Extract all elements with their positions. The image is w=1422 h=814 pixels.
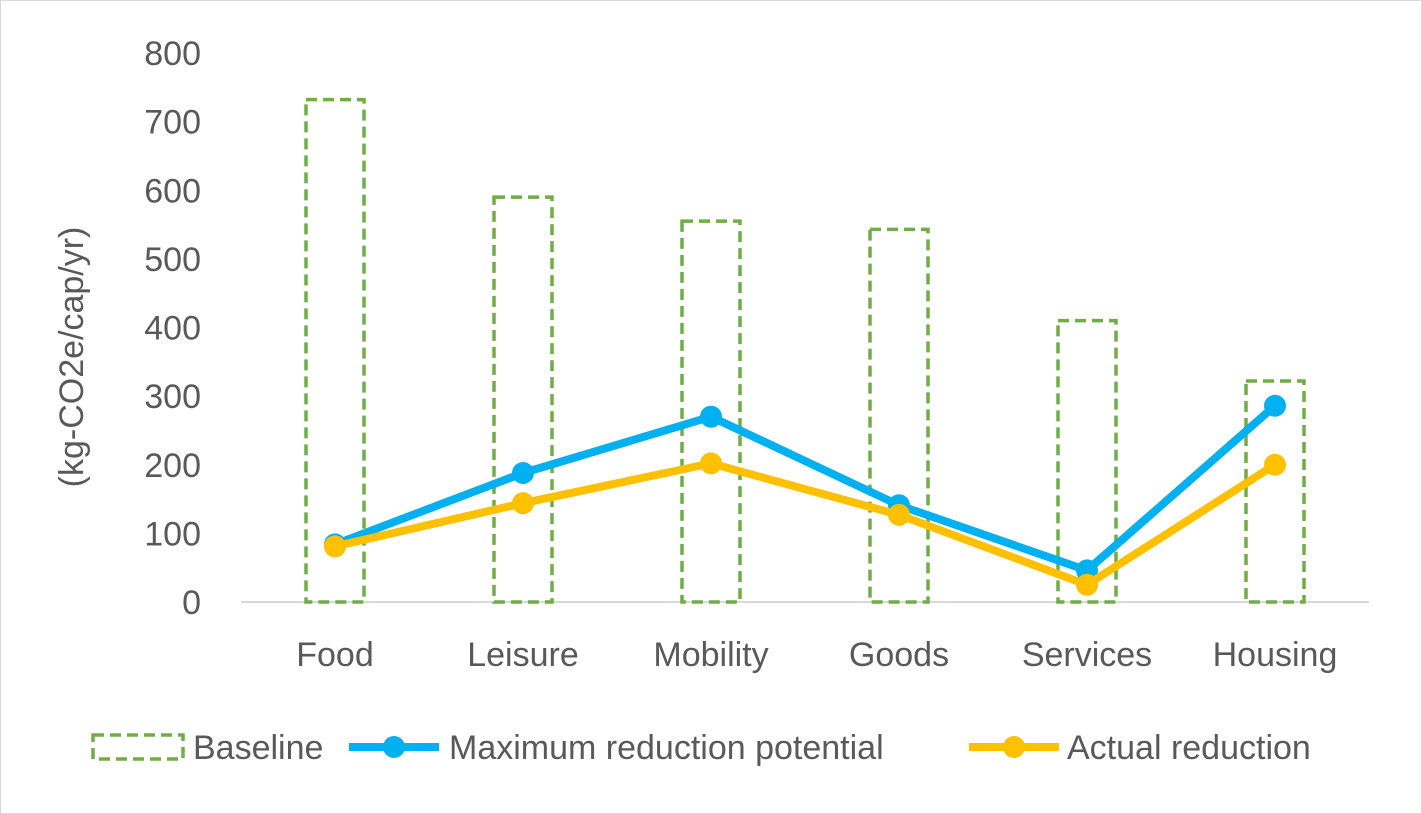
baseline-bar bbox=[680, 219, 742, 604]
series-line bbox=[331, 401, 1279, 575]
y-tick-label: 600 bbox=[144, 172, 201, 210]
legend: Baseline Maximum reduction potential Actua… bbox=[91, 729, 1311, 767]
series-point bbox=[1264, 394, 1286, 417]
series-point bbox=[700, 452, 722, 475]
x-tick-label: Leisure bbox=[467, 636, 579, 674]
legend-marker bbox=[383, 736, 405, 758]
legend-label: Maximum reduction potential bbox=[449, 729, 884, 767]
series-point bbox=[324, 535, 346, 558]
series-lines bbox=[324, 394, 1286, 596]
baseline-bar bbox=[492, 195, 554, 604]
y-tick-label: 200 bbox=[144, 447, 201, 485]
y-tick-label: 100 bbox=[144, 515, 201, 553]
x-tick-label: Goods bbox=[849, 636, 949, 674]
series-point bbox=[1264, 453, 1286, 476]
legend-marker bbox=[1003, 736, 1025, 758]
series-line bbox=[331, 459, 1279, 589]
x-tick-label: Mobility bbox=[653, 636, 768, 674]
y-axis-title: (kg-CO2e/cap/yr) bbox=[53, 227, 91, 488]
baseline-bars bbox=[304, 97, 1306, 604]
series-point bbox=[888, 503, 910, 526]
x-axis-labels: Food Leisure Mobility Goods Services Housing bbox=[296, 636, 1337, 674]
legend-baseline-swatch bbox=[91, 733, 185, 761]
legend-label: Baseline bbox=[193, 729, 323, 767]
x-tick-label: Services bbox=[1022, 636, 1152, 674]
series-point bbox=[512, 461, 534, 484]
legend-label: Actual reduction bbox=[1067, 729, 1311, 767]
y-tick-label: 800 bbox=[144, 35, 201, 73]
y-tick-label: 700 bbox=[144, 104, 201, 142]
y-tick-label: 500 bbox=[144, 241, 201, 279]
series-point bbox=[512, 492, 534, 515]
series-point bbox=[1076, 573, 1098, 596]
y-tick-label: 300 bbox=[144, 378, 201, 416]
baseline-bar bbox=[1244, 379, 1306, 604]
series-point bbox=[700, 405, 722, 428]
baseline-bar bbox=[868, 227, 930, 604]
baseline-bar bbox=[304, 97, 366, 604]
y-tick-label: 400 bbox=[144, 310, 201, 348]
y-axis-ticks: 0 100 200 300 400 500 600 700 800 bbox=[144, 35, 201, 622]
x-tick-label: Food bbox=[296, 636, 374, 674]
y-tick-label: 0 bbox=[182, 584, 201, 622]
x-tick-label: Housing bbox=[1213, 636, 1338, 674]
